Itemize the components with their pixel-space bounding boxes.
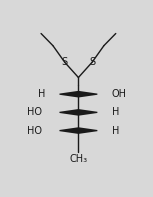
Text: S: S — [89, 57, 95, 67]
Text: HO: HO — [27, 125, 42, 136]
Text: H: H — [112, 125, 119, 136]
Polygon shape — [78, 109, 97, 116]
Text: HO: HO — [27, 107, 42, 117]
Text: H: H — [112, 107, 119, 117]
Polygon shape — [59, 127, 78, 134]
Text: H: H — [38, 89, 45, 99]
Polygon shape — [59, 109, 78, 116]
Polygon shape — [59, 91, 78, 98]
Text: OH: OH — [112, 89, 127, 99]
Text: S: S — [62, 57, 68, 67]
Polygon shape — [78, 91, 97, 98]
Text: CH₃: CH₃ — [69, 154, 88, 164]
Polygon shape — [78, 127, 97, 134]
